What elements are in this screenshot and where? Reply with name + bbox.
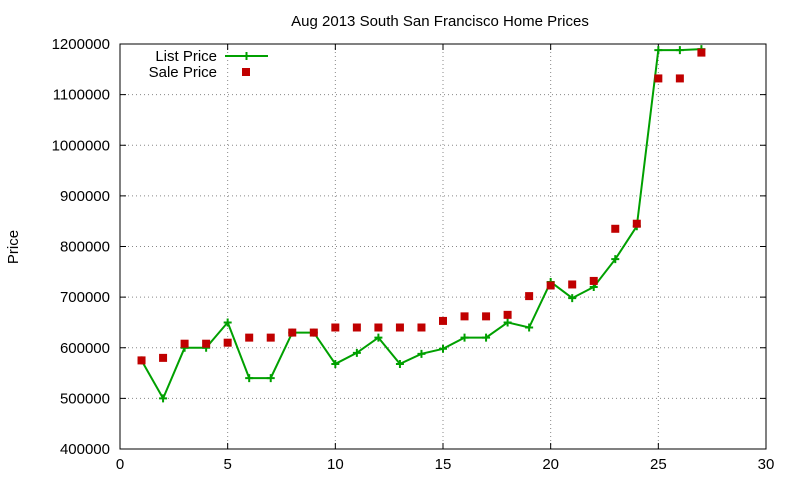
list-price-point (159, 394, 168, 403)
list-price-point (654, 46, 663, 55)
sale-price-point (395, 323, 404, 332)
sale-price-point (654, 74, 663, 83)
list-price-point (245, 374, 254, 383)
sale-price-point (568, 280, 577, 289)
sale-price-point (245, 333, 254, 342)
sale-price-point (697, 48, 706, 57)
list-price-point (374, 333, 383, 342)
legend-swatch-sale-price (242, 68, 250, 76)
sale-price-point (374, 323, 383, 332)
list-price-point (331, 359, 340, 368)
x-tick-label: 5 (223, 456, 231, 473)
sale-price-point (611, 224, 620, 233)
axis-ticks: 0 5 10 15 20 25 30 400000 500000 600000 700000 8000… (52, 36, 775, 473)
x-tick-label: 20 (542, 456, 559, 473)
y-tick-label: 800000 (60, 239, 110, 256)
series-list-price (137, 45, 706, 403)
x-tick-label: 15 (435, 456, 452, 473)
legend-label-sale-price: Sale Price (149, 64, 217, 81)
sale-price-point (266, 333, 275, 342)
sale-price-point (675, 74, 684, 83)
sale-price-point (137, 356, 146, 365)
list-price-point (675, 46, 684, 55)
sale-price-point (546, 281, 555, 290)
sale-price-point (460, 312, 469, 321)
sale-price-point (352, 323, 361, 332)
y-tick-label: 900000 (60, 188, 110, 205)
chart-title: Aug 2013 South San Francisco Home Prices (291, 13, 589, 30)
list-price-point (223, 318, 232, 327)
x-tick-label: 30 (758, 456, 775, 473)
list-price-point (266, 374, 275, 383)
sale-price-point (525, 292, 534, 301)
series-sale-price (137, 48, 706, 365)
y-tick-label: 1200000 (52, 36, 110, 53)
sale-price-point (202, 339, 211, 348)
grid-lines (120, 44, 766, 449)
y-axis-label: Price (5, 230, 22, 264)
x-tick-label: 10 (327, 456, 344, 473)
list-price-point (395, 359, 404, 368)
sale-price-point (439, 316, 447, 325)
sale-price-point (309, 328, 318, 337)
sale-price-point (223, 338, 232, 347)
list-price-point (417, 349, 426, 358)
y-tick-label: 1000000 (52, 137, 110, 154)
list-price-point (503, 318, 512, 327)
x-tick-label: 25 (650, 456, 667, 473)
legend-label-list-price: List Price (155, 48, 217, 65)
sale-price-point (331, 323, 340, 332)
sale-price-point (288, 328, 297, 337)
sale-price-point (632, 219, 641, 228)
sale-price-point (482, 312, 491, 321)
y-tick-label: 600000 (60, 340, 110, 357)
y-tick-label: 1100000 (53, 87, 110, 104)
y-tick-label: 400000 (60, 441, 110, 458)
sale-price-point (589, 276, 598, 285)
sale-price-point (503, 310, 512, 319)
y-tick-label: 500000 (60, 390, 110, 407)
legend: List Price Sale Price (149, 48, 268, 81)
legend-marker-list-price (242, 52, 251, 60)
list-price-point (460, 333, 469, 342)
list-price-point (525, 323, 534, 332)
sale-price-point (180, 339, 189, 348)
list-price-point (352, 348, 361, 357)
sale-price-point (417, 323, 426, 332)
y-tick-label: 700000 (60, 289, 110, 306)
x-tick-label: 0 (116, 456, 124, 473)
list-price-point (482, 333, 491, 342)
sale-price-point (159, 353, 168, 362)
list-price-point (611, 255, 620, 264)
list-price-point (568, 294, 577, 303)
list-price-point (439, 344, 447, 353)
